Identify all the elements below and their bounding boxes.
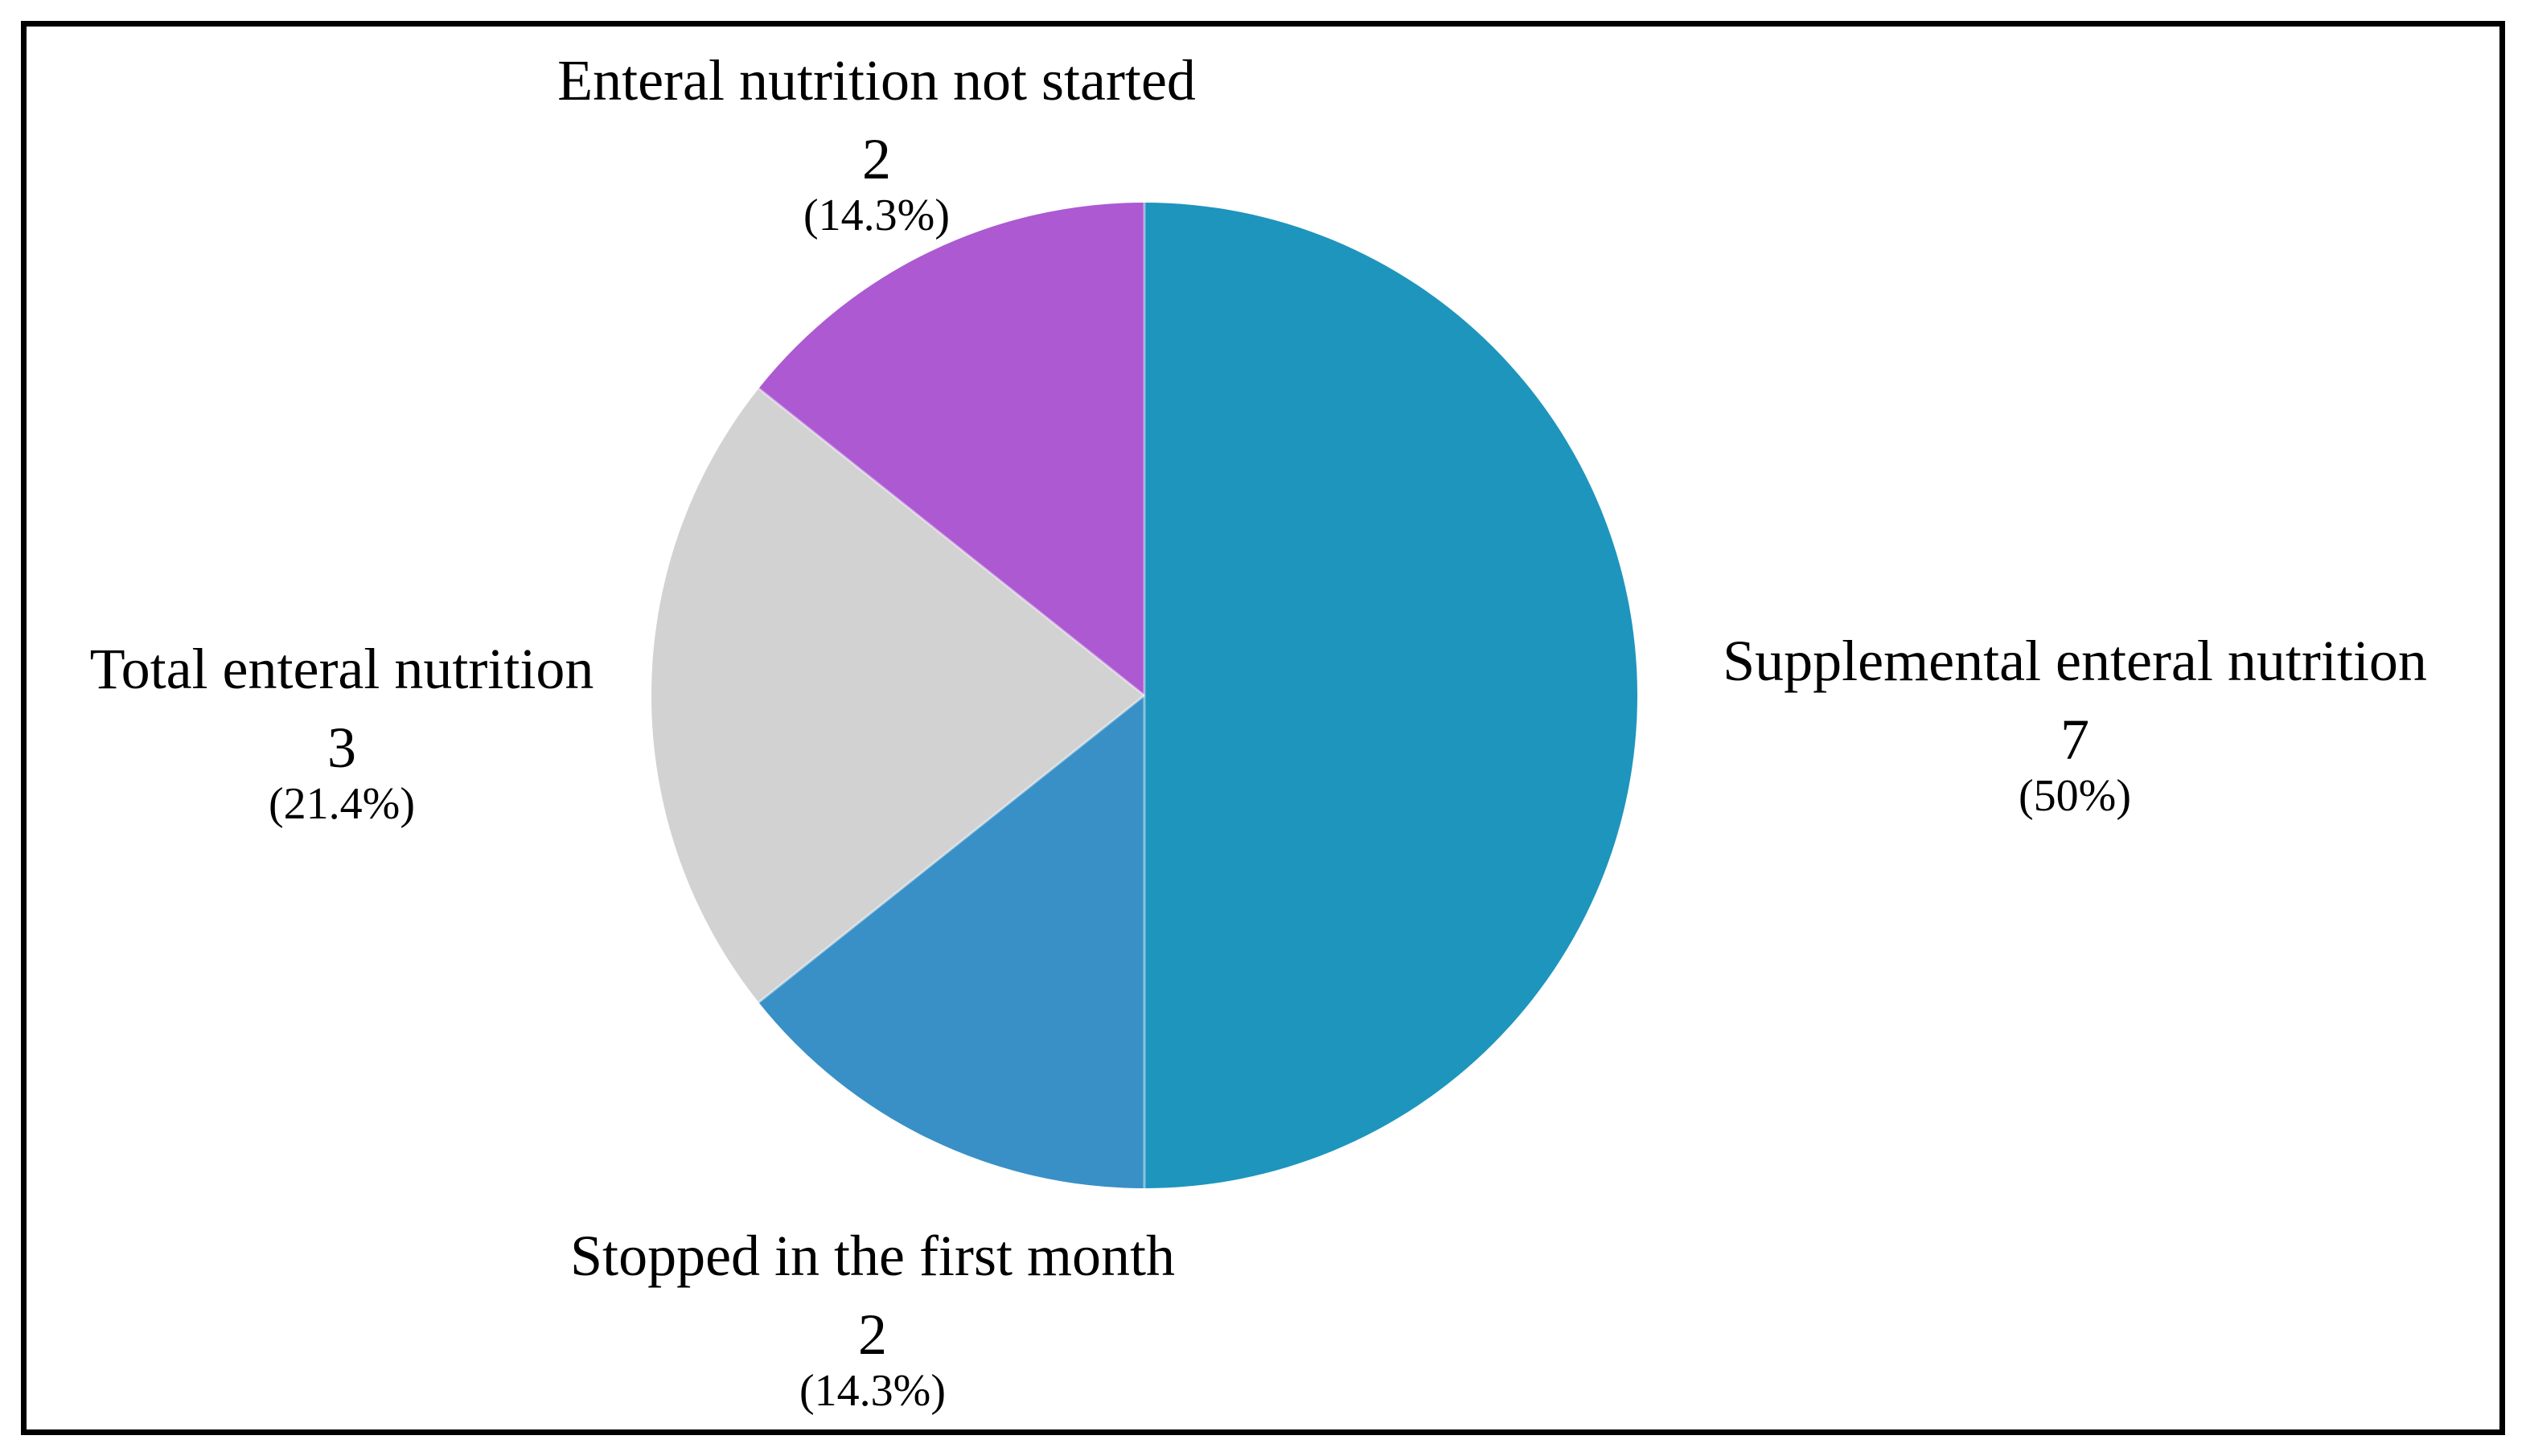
pie-slice-total-enteral-nutrition <box>651 388 1144 1003</box>
slice-label-value: 2 <box>861 127 891 191</box>
slice-label-value: 7 <box>2060 707 2089 772</box>
slice-label-percent: (14.3%) <box>799 1366 946 1416</box>
slice-label-stopped-in-the-first-month: Stopped in the first month 2 (14.3%) <box>570 1227 1175 1413</box>
slice-label-value: 3 <box>327 716 356 780</box>
figure-border-frame <box>21 21 2505 1435</box>
slice-label-value: 2 <box>858 1302 887 1367</box>
slice-label-name: Stopped in the first month <box>570 1224 1175 1288</box>
slice-label-percent: (14.3%) <box>803 191 950 240</box>
slice-label-total-enteral-nutrition: Total enteral nutrition 3 (21.4%) <box>90 640 594 826</box>
slice-label-name: Total enteral nutrition <box>89 637 594 701</box>
pie-slice-separator <box>758 694 1145 1003</box>
pie-slice-supplemental-enteral-nutrition <box>1144 203 1637 1188</box>
pie-slice-stopped-in-the-first-month <box>758 695 1144 1188</box>
slice-label-percent: (50%) <box>2019 771 2131 821</box>
slice-label-enteral-nutrition-not-started: Enteral nutrition not started 2 (14.3%) <box>557 51 1196 238</box>
pie-slice-separator <box>758 388 1145 697</box>
pie-slice-enteral-nutrition-not-started <box>758 203 1144 695</box>
slice-label-supplemental-enteral-nutrition: Supplemental enteral nutrition 7 (50%) <box>1723 632 2427 818</box>
slice-label-name: Enteral nutrition not started <box>557 48 1196 113</box>
slice-label-percent: (21.4%) <box>269 779 415 829</box>
slice-label-name: Supplemental enteral nutrition <box>1723 629 2427 693</box>
pie-chart <box>651 203 1637 1188</box>
